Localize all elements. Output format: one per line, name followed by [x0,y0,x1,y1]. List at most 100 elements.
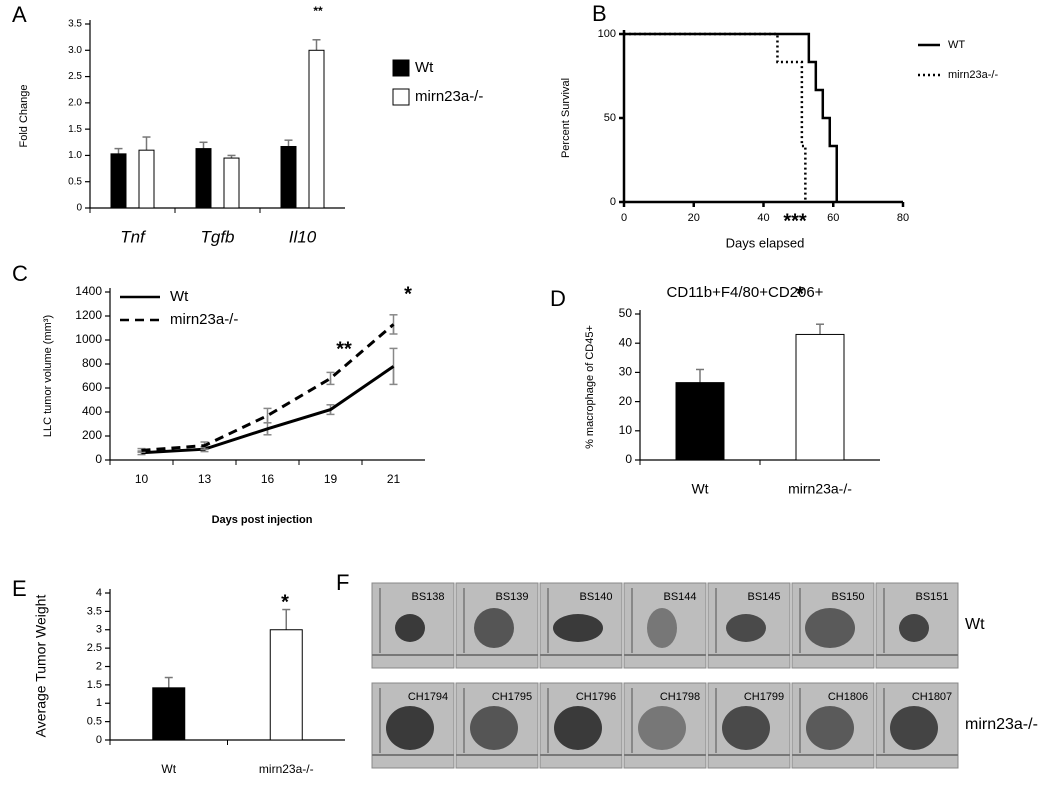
tumor [899,614,929,642]
sample-label: BS151 [915,591,948,603]
y-tick-label: 0 [95,452,102,466]
panel-letter: C [12,261,28,286]
panel-letter: E [12,576,27,601]
sample-label: CH1806 [828,691,868,703]
y-tick-label: 1 [96,697,102,709]
tumor [890,706,938,750]
y-tick-label: 10 [619,423,633,437]
y-tick-label: 2.0 [68,97,82,108]
tumor [470,706,518,750]
legend-label: mirn23a-/- [415,88,483,105]
y-axis-label: Percent Survival [560,78,572,158]
y-tick-label: 800 [82,356,102,370]
x-tick-label: mirn23a-/- [788,481,852,497]
legend-label: mirn23a-/- [948,69,998,81]
sample-label: BS139 [495,591,528,603]
y-tick-label: 400 [82,404,102,418]
sample-label: BS144 [663,591,696,603]
tumor [638,706,686,750]
x-axis-label: Days post injection [212,514,313,526]
sample-label: CH1798 [660,691,700,703]
y-tick-label: 1.0 [68,150,82,161]
bar [223,157,240,209]
sample-label: BS150 [831,591,864,603]
sample-label: BS140 [579,591,612,603]
bar [308,49,325,209]
sample-label: CH1799 [744,691,784,703]
y-axis-label: Fold Change [18,85,30,148]
y-tick-label: 600 [82,380,102,394]
y-tick-label: 1.5 [68,124,82,135]
y-tick-label: 3.5 [68,19,82,30]
y-tick-label: 2 [96,660,102,672]
y-tick-label: 40 [619,335,633,349]
x-tick-label: 13 [198,472,212,486]
y-tick-label: 50 [604,112,616,124]
survival-line [624,32,838,202]
bar [195,148,212,209]
sample-label: BS145 [747,591,780,603]
x-tick-label: Tnf [120,227,147,246]
bar [795,333,845,461]
panel-letter: D [550,286,566,311]
annotation: ** [313,4,323,18]
x-tick-label: 21 [387,472,401,486]
sample-label: CH1795 [492,691,532,703]
legend-label: Wt [170,288,189,305]
x-tick-label: 19 [324,472,338,486]
x-tick-label: mirn23a-/- [259,762,314,776]
y-tick-label: 0.5 [87,716,102,728]
y-tick-label: 2.5 [87,642,102,654]
y-tick-label: 1400 [75,284,102,298]
annotation: * [281,591,289,613]
panel-letter: A [12,2,27,27]
y-tick-label: 1.5 [87,679,102,691]
sample-label: CH1796 [576,691,616,703]
photo-tile [455,582,539,669]
bar [280,145,297,209]
x-tick-label: 10 [135,472,149,486]
tumor [554,706,602,750]
tumor [553,614,603,642]
legend-swatch [392,59,410,77]
y-tick-label: 0 [625,452,632,466]
y-tick-label: 0 [96,734,102,746]
x-axis-label: Days elapsed [726,235,805,250]
y-tick-label: 200 [82,428,102,442]
x-tick-label: 80 [897,212,909,224]
tumor [474,608,514,648]
tumor [395,614,425,642]
x-tick-label: Il10 [289,227,317,246]
tumor [806,706,854,750]
tumor [386,706,434,750]
x-tick-label: 40 [757,212,769,224]
y-tick-label: 50 [619,306,633,320]
legend-swatch [392,88,410,106]
y-tick-label: 0.5 [68,176,82,187]
annotation: *** [783,210,807,232]
y-axis-label: LLC tumor volume (mm³) [42,315,54,437]
y-tick-label: 0 [610,196,616,208]
y-tick-label: 2.5 [68,71,82,82]
annotation: * [404,283,412,305]
photo-tile [371,582,455,669]
y-tick-label: 4 [96,587,102,599]
bar [138,149,155,209]
annotation: ** [336,338,352,360]
bar [110,153,127,209]
bar [269,629,303,741]
row-label: Wt [965,616,985,633]
tumor [647,608,677,648]
chart-title: CD11b+F4/80+CD206+ [667,284,824,301]
y-tick-label: 20 [619,394,633,408]
y-tick-label: 100 [598,28,616,40]
panel-letter: B [592,1,607,26]
sample-label: BS138 [411,591,444,603]
x-tick-label: 0 [621,212,627,224]
y-axis-label: Average Tumor Weight [33,595,49,738]
y-tick-label: 3.5 [87,605,102,617]
y-tick-label: 1200 [75,308,102,322]
tumor [722,706,770,750]
series-line [141,323,395,452]
